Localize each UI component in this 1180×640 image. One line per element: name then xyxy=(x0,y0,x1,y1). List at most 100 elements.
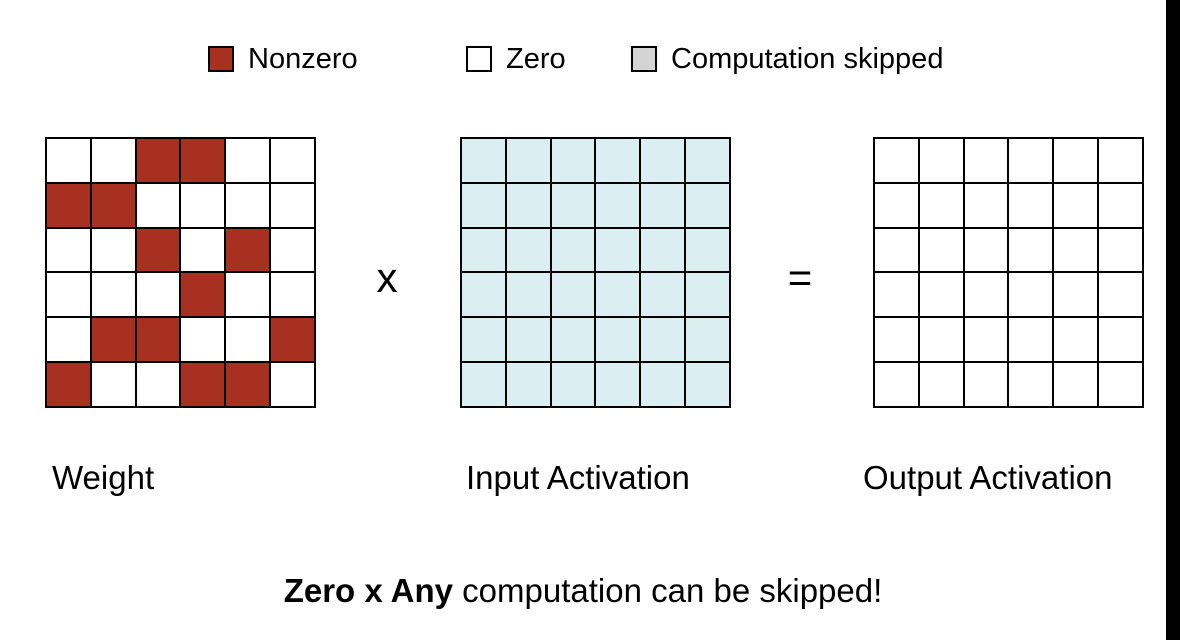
input-cell-r5-c1 xyxy=(462,318,507,364)
output-cell-r5-c2 xyxy=(919,318,965,364)
input-cell-r6-c3 xyxy=(551,363,597,408)
input-cell-r2-c4 xyxy=(596,183,642,229)
output-cell-r4-c3 xyxy=(964,273,1010,319)
output-cell-r3-c1 xyxy=(875,228,920,274)
weight-cell-r2-c3 xyxy=(136,183,182,229)
legend-nonzero-swatch xyxy=(208,46,234,72)
input-cell-r2-c6 xyxy=(686,183,731,229)
weight-cell-r2-c6 xyxy=(271,183,316,229)
input-cell-r5-c5 xyxy=(641,318,687,364)
weight-cell-r4-c5 xyxy=(226,273,272,319)
weight-cell-r4-c2 xyxy=(91,273,137,319)
output-cell-r3-c5 xyxy=(1054,228,1100,274)
weight-cell-r1-c5 xyxy=(226,139,272,184)
equals-operator: = xyxy=(787,254,813,301)
input-cell-r1-c6 xyxy=(686,139,731,184)
input-cell-r6-c4 xyxy=(596,363,642,408)
weight-cell-r1-c3 xyxy=(136,139,182,184)
legend-skipped: Computation skipped xyxy=(631,42,943,76)
output-cell-r4-c1 xyxy=(875,273,920,319)
input-cell-r1-c5 xyxy=(641,139,687,184)
weight-cell-r4-c4 xyxy=(181,273,227,319)
input-cell-r2-c1 xyxy=(462,183,507,229)
input-cell-r6-c2 xyxy=(506,363,552,408)
output-cell-r2-c1 xyxy=(875,183,920,229)
input-cell-r4-c5 xyxy=(641,273,687,319)
weight-cell-r2-c4 xyxy=(181,183,227,229)
output-cell-r3-c4 xyxy=(1009,228,1055,274)
input-cell-r4-c6 xyxy=(686,273,731,319)
weight-cell-r5-c4 xyxy=(181,318,227,364)
weight-cell-r3-c6 xyxy=(271,228,316,274)
input-cell-r4-c1 xyxy=(462,273,507,319)
weight-cell-r6-c4 xyxy=(181,363,227,408)
weight-cell-r3-c2 xyxy=(91,228,137,274)
weight-cell-r1-c4 xyxy=(181,139,227,184)
output-cell-r3-c2 xyxy=(919,228,965,274)
output-cell-r1-c4 xyxy=(1009,139,1055,184)
output-cell-r2-c2 xyxy=(919,183,965,229)
legend-skipped-label: Computation skipped xyxy=(671,42,944,75)
output-cell-r5-c6 xyxy=(1099,318,1144,364)
output-cell-r1-c6 xyxy=(1099,139,1144,184)
input-cell-r2-c3 xyxy=(551,183,597,229)
weight-cell-r6-c1 xyxy=(47,363,92,408)
output-cell-r6-c6 xyxy=(1099,363,1144,408)
input-activation-caption: Input Activation xyxy=(466,459,690,496)
output-cell-r1-c1 xyxy=(875,139,920,184)
output-cell-r6-c1 xyxy=(875,363,920,408)
weight-cell-r5-c3 xyxy=(136,318,182,364)
input-cell-r3-c1 xyxy=(462,228,507,274)
output-cell-r1-c2 xyxy=(919,139,965,184)
weight-cell-r6-c2 xyxy=(91,363,137,408)
output-cell-r1-c3 xyxy=(964,139,1010,184)
output-cell-r6-c3 xyxy=(964,363,1010,408)
multiply-operator: x xyxy=(376,254,398,301)
output-cell-r2-c5 xyxy=(1054,183,1100,229)
input-cell-r6-c6 xyxy=(686,363,731,408)
input-cell-r5-c3 xyxy=(551,318,597,364)
weight-cell-r4-c1 xyxy=(47,273,92,319)
weight-cell-r3-c1 xyxy=(47,228,92,274)
output-cell-r6-c4 xyxy=(1009,363,1055,408)
output-cell-r3-c3 xyxy=(964,228,1010,274)
output-cell-r5-c4 xyxy=(1009,318,1055,364)
output-activation-matrix xyxy=(873,137,1144,408)
input-cell-r3-c4 xyxy=(596,228,642,274)
output-activation-caption: Output Activation xyxy=(863,459,1113,496)
input-cell-r6-c5 xyxy=(641,363,687,408)
input-cell-r2-c5 xyxy=(641,183,687,229)
output-cell-r2-c4 xyxy=(1009,183,1055,229)
output-cell-r3-c6 xyxy=(1099,228,1144,274)
input-cell-r3-c2 xyxy=(506,228,552,274)
input-cell-r5-c4 xyxy=(596,318,642,364)
legend-nonzero-label: Nonzero xyxy=(248,42,358,75)
input-cell-r2-c2 xyxy=(506,183,552,229)
weight-cell-r5-c5 xyxy=(226,318,272,364)
output-cell-r6-c2 xyxy=(919,363,965,408)
weight-cell-r5-c2 xyxy=(91,318,137,364)
weight-cell-r6-c5 xyxy=(226,363,272,408)
input-cell-r3-c5 xyxy=(641,228,687,274)
footer-note: Zero x Any computation can be skipped! xyxy=(0,570,1166,612)
input-cell-r4-c3 xyxy=(551,273,597,319)
weight-cell-r6-c6 xyxy=(271,363,316,408)
input-cell-r5-c6 xyxy=(686,318,731,364)
weight-cell-r6-c3 xyxy=(136,363,182,408)
weight-cell-r1-c6 xyxy=(271,139,316,184)
input-cell-r1-c2 xyxy=(506,139,552,184)
right-edge-bar xyxy=(1166,0,1180,640)
weight-caption: Weight xyxy=(52,459,155,496)
output-cell-r4-c5 xyxy=(1054,273,1100,319)
input-cell-r1-c4 xyxy=(596,139,642,184)
input-cell-r5-c2 xyxy=(506,318,552,364)
legend-nonzero: Nonzero xyxy=(208,42,358,76)
legend-zero-swatch xyxy=(466,46,492,72)
weight-cell-r2-c1 xyxy=(47,183,92,229)
output-cell-r2-c6 xyxy=(1099,183,1144,229)
output-cell-r1-c5 xyxy=(1054,139,1100,184)
output-cell-r4-c4 xyxy=(1009,273,1055,319)
legend-zero: Zero xyxy=(466,42,566,76)
footer-bold-text: Zero x Any xyxy=(283,572,454,609)
input-cell-r3-c3 xyxy=(551,228,597,274)
